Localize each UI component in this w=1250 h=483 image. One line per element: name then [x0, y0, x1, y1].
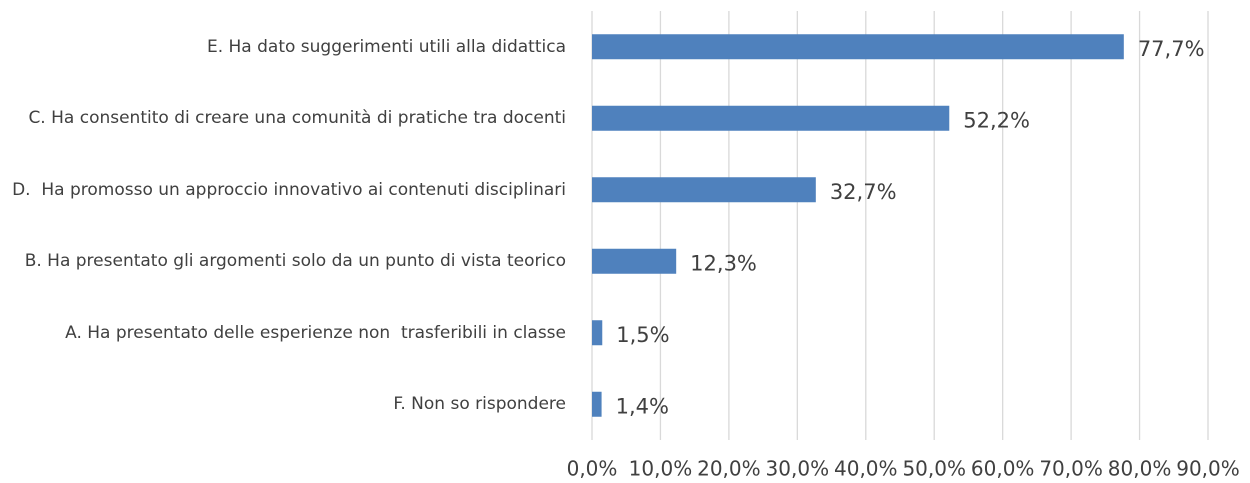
y-tick-label: D. Ha promosso un approccio innovativo a… — [12, 179, 566, 200]
y-tick-label: B. Ha presentato gli argomenti solo da u… — [24, 251, 566, 272]
x-tick-label: 30,0% — [766, 457, 830, 481]
x-tick-label: 90,0% — [1176, 457, 1240, 481]
category-label-box: F. Non so rispondere — [0, 393, 566, 415]
y-tick-label: C. Ha consentito di creare una comunità … — [28, 108, 566, 129]
category-label-box: C. Ha consentito di creare una comunità … — [0, 107, 566, 129]
x-tick-label: 0,0% — [567, 457, 618, 481]
y-tick-label: A. Ha presentato delle esperienze non tr… — [65, 322, 566, 343]
bar — [592, 248, 677, 274]
bar — [592, 105, 950, 131]
data-label: 77,7% — [1138, 37, 1205, 61]
category-label-box: B. Ha presentato gli argomenti solo da u… — [0, 250, 566, 272]
category-label-box: A. Ha presentato delle esperienze non tr… — [0, 322, 566, 344]
data-label: 32,7% — [830, 180, 897, 204]
category-label-box: E. Ha dato suggerimenti utili alla didat… — [0, 36, 566, 58]
y-tick-label: F. Non so rispondere — [393, 394, 566, 415]
data-label: 1,5% — [616, 323, 669, 347]
x-tick-label: 60,0% — [971, 457, 1035, 481]
x-tick-label: 10,0% — [629, 457, 693, 481]
category-label-box: D. Ha promosso un approccio innovativo a… — [0, 179, 566, 201]
x-tick-label: 80,0% — [1108, 457, 1172, 481]
x-tick-label: 70,0% — [1039, 457, 1103, 481]
x-tick-label: 40,0% — [834, 457, 898, 481]
bar — [592, 34, 1124, 60]
data-label: 52,2% — [963, 108, 1030, 132]
data-label: 1,4% — [616, 394, 669, 418]
y-tick-label: E. Ha dato suggerimenti utili alla didat… — [206, 36, 566, 57]
bar — [592, 177, 816, 203]
x-tick-label: 50,0% — [902, 457, 966, 481]
bar — [592, 320, 603, 346]
data-label: 12,3% — [690, 251, 757, 275]
x-tick-label: 20,0% — [697, 457, 761, 481]
bar — [592, 391, 602, 417]
